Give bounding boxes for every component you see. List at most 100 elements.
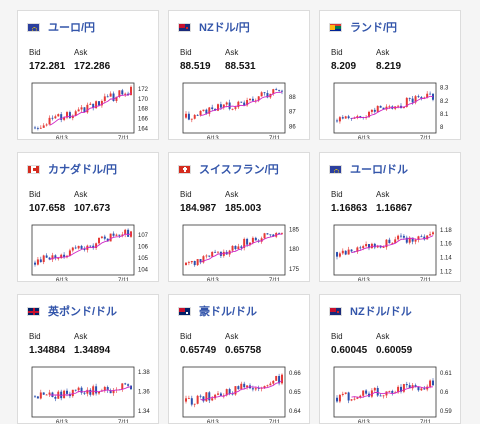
candle-body bbox=[193, 260, 196, 266]
candle-body bbox=[341, 393, 344, 395]
candle-body bbox=[370, 390, 373, 397]
bid-label: Bid bbox=[331, 48, 343, 57]
candle-body bbox=[54, 116, 57, 119]
candle-body bbox=[359, 116, 362, 118]
bid-value: 0.60045 bbox=[331, 345, 368, 356]
rate-card[interactable]: スイスフラン/円 Bid Ask 184.987 185.003 185 180 1… bbox=[168, 152, 310, 282]
ask-label: Ask bbox=[376, 48, 390, 57]
flag-icon bbox=[329, 164, 342, 174]
x-tick-label: 6/13 bbox=[207, 420, 219, 424]
candlestick-chart[interactable]: 88 87 86 6/13 7/11 bbox=[177, 77, 305, 140]
ask-value: 185.003 bbox=[225, 203, 262, 214]
candle-body bbox=[98, 237, 100, 244]
moving-average-line bbox=[200, 380, 283, 401]
rate-card[interactable]: ユーロ/円 Bid Ask 172.281 172.286 172 170 168 1… bbox=[17, 10, 159, 140]
rate-card[interactable]: NZドル/円 Bid Ask 88.519 88.531 88 87 86 6/13 7… bbox=[168, 10, 310, 140]
currency-pair-name[interactable]: ユーロ/円 bbox=[48, 22, 96, 34]
y-tick-label: 86 bbox=[289, 125, 296, 131]
candle-body bbox=[272, 89, 275, 94]
currency-pair-name[interactable]: スイスフラン/円 bbox=[199, 164, 279, 176]
y-tick-label: 185 bbox=[289, 227, 300, 233]
chart-frame bbox=[182, 224, 286, 276]
candle-body bbox=[266, 233, 269, 235]
candle-body bbox=[278, 89, 281, 91]
bid-label: Bid bbox=[180, 332, 192, 341]
candle-body bbox=[414, 385, 417, 387]
candlestick-chart[interactable]: 172 170 168 166 164 6/13 7/11 bbox=[26, 77, 154, 140]
candle-body bbox=[63, 254, 66, 258]
candle-body bbox=[205, 255, 208, 257]
rate-card[interactable]: NZドル/ドル Bid Ask 0.60045 0.60059 0.61 0.6 0… bbox=[319, 294, 461, 424]
currency-pair-name[interactable]: ユーロ/ドル bbox=[350, 164, 409, 176]
candle-body bbox=[260, 238, 263, 242]
candlestick-chart[interactable]: 0.61 0.6 0.59 6/13 7/11 bbox=[328, 361, 456, 424]
candle-body bbox=[68, 112, 71, 119]
candle-body bbox=[42, 392, 45, 395]
currency-pair-name[interactable]: NZドル/ドル bbox=[350, 306, 412, 318]
rate-card[interactable]: 豪ドル/ドル Bid Ask 0.65749 0.65758 0.66 0.65 0… bbox=[168, 294, 310, 424]
candle-body bbox=[243, 238, 246, 248]
currency-pair-name[interactable]: 英ポンド/ドル bbox=[48, 306, 118, 318]
currency-pair-name[interactable]: ランド/円 bbox=[350, 22, 398, 34]
candle-body bbox=[60, 391, 63, 399]
rate-card[interactable]: ランド/円 Bid Ask 8.209 8.219 8.3 8.2 8.1 8 6/13… bbox=[319, 10, 461, 140]
candle-body bbox=[80, 387, 83, 393]
card-header: スイスフラン/円 bbox=[178, 162, 279, 176]
candlestick-chart[interactable]: 0.66 0.65 0.64 6/13 7/11 bbox=[177, 361, 305, 424]
candlestick-chart[interactable]: 185 180 175 6/13 7/11 bbox=[177, 219, 305, 282]
candle-body bbox=[391, 242, 394, 244]
x-tick-label: 7/11 bbox=[269, 420, 281, 424]
currency-pair-name[interactable]: カナダドル/円 bbox=[48, 164, 118, 176]
currency-pair-name[interactable]: NZドル/円 bbox=[199, 22, 250, 34]
candle-body bbox=[402, 106, 405, 109]
candle-body bbox=[373, 109, 376, 112]
candle-body bbox=[356, 247, 359, 252]
currency-pair-name[interactable]: 豪ドル/ドル bbox=[199, 306, 258, 318]
x-tick-label: 6/13 bbox=[56, 278, 68, 282]
candle-body bbox=[359, 395, 362, 398]
bid-label: Bid bbox=[29, 48, 41, 57]
y-tick-label: 8.3 bbox=[440, 86, 449, 92]
candle-body bbox=[130, 86, 132, 95]
flag-icon bbox=[178, 22, 191, 32]
y-tick-label: 87 bbox=[289, 110, 296, 116]
candle-body bbox=[130, 385, 132, 390]
candle-body bbox=[202, 396, 205, 402]
candle-body bbox=[95, 243, 98, 249]
candlestick-chart[interactable]: 1.18 1.16 1.14 1.12 6/13 7/11 bbox=[328, 219, 456, 282]
candle-body bbox=[208, 255, 211, 257]
candle-body bbox=[365, 244, 368, 247]
candle-body bbox=[217, 393, 219, 395]
candlestick-chart[interactable]: 107 106 105 104 6/13 7/11 bbox=[26, 219, 154, 282]
candle-body bbox=[39, 259, 42, 263]
rate-card[interactable]: ユーロ/ドル Bid Ask 1.16863 1.16867 1.18 1.16 1… bbox=[319, 152, 461, 282]
card-header: NZドル/円 bbox=[178, 20, 250, 34]
candlestick-chart[interactable]: 8.3 8.2 8.1 8 6/13 7/11 bbox=[328, 77, 456, 140]
y-tick-label: 1.18 bbox=[440, 228, 452, 234]
bid-label: Bid bbox=[180, 190, 192, 199]
candlestick-chart[interactable]: 1.381.361.346/13 7/11 bbox=[26, 361, 154, 424]
ask-label: Ask bbox=[225, 332, 239, 341]
candle-body bbox=[196, 259, 199, 266]
rate-card[interactable]: 英ポンド/ドル Bid Ask 1.34884 1.34894 1.38 1.36… bbox=[17, 294, 159, 424]
candle-body bbox=[370, 109, 373, 112]
ask-value: 1.16867 bbox=[376, 203, 413, 214]
candle-body bbox=[217, 251, 219, 253]
candle-body bbox=[423, 236, 426, 240]
candle-body bbox=[365, 390, 368, 394]
candle-body bbox=[57, 114, 60, 117]
candle-body bbox=[275, 89, 278, 90]
rate-card[interactable]: カナダドル/円 Bid Ask 107.658 107.673 107 106 10… bbox=[17, 152, 159, 282]
candle-body bbox=[266, 93, 269, 98]
candle-body bbox=[109, 390, 112, 394]
candle-body bbox=[86, 104, 89, 113]
candle-body bbox=[51, 255, 54, 260]
candle-body bbox=[382, 107, 385, 110]
ask-value: 0.65758 bbox=[225, 345, 262, 356]
candle-body bbox=[219, 104, 222, 108]
candle-body bbox=[71, 115, 74, 119]
candle-body bbox=[42, 125, 45, 128]
candle-body bbox=[426, 93, 429, 98]
candle-body bbox=[356, 397, 359, 399]
y-tick-label: 0.61 bbox=[440, 371, 452, 377]
